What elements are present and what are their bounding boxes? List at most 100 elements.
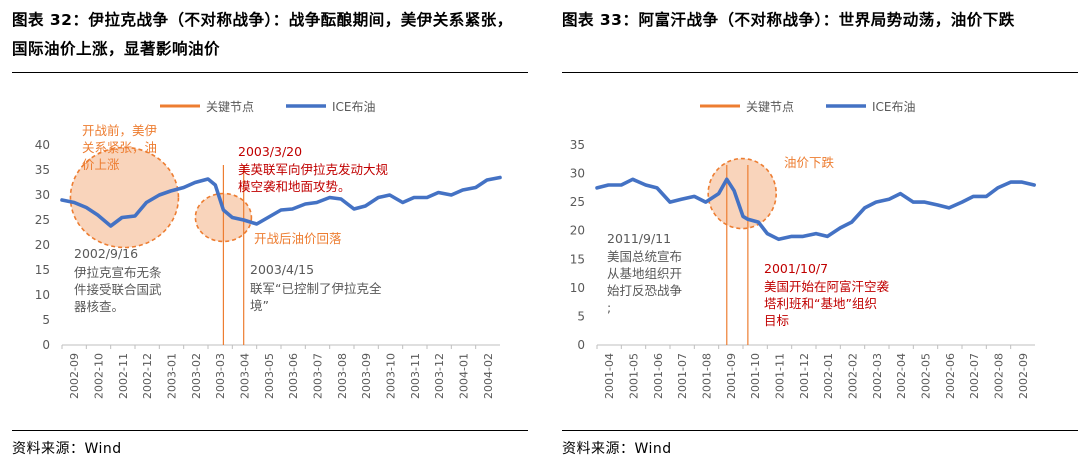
oil-price-point-2 [607, 184, 610, 186]
x-tick-2004-01: 2004-01 [458, 353, 471, 399]
annotation-after-war-line-1: 开战后油价回落 [254, 231, 342, 246]
oil-price-point-16 [231, 216, 234, 219]
oil-price-point-14 [742, 215, 744, 218]
oil-price-point-5 [109, 225, 112, 227]
x-tick-2003-10: 2003-10 [385, 353, 398, 399]
x-tick-2001-12: 2001-12 [798, 353, 811, 399]
oil-price-point-23 [839, 227, 842, 229]
oil-price-point-9 [693, 195, 696, 198]
x-tick-2003-05: 2003-05 [263, 353, 276, 399]
x-tick-2003-09: 2003-09 [360, 353, 373, 399]
x-tick-2002-05: 2002-05 [920, 353, 933, 399]
y-tick-25: 25 [570, 195, 585, 209]
annotation-event3-text-line-1: 联军“已控制了伊拉克全 [250, 281, 382, 296]
oil-price-point-37 [486, 179, 488, 181]
oil-price-point-6 [656, 187, 658, 189]
oil-price-point-21 [291, 208, 294, 210]
oil-price-point-24 [850, 221, 853, 223]
right-chart: 关键节点 ICE布油 0 5 10 15 20 25 30 35 2001-04 2001-05 200… [570, 100, 1037, 399]
oil-price-point-22 [826, 235, 829, 238]
oil-price-point-39 [1033, 184, 1035, 186]
x-tick-2001-04: 2001-04 [603, 353, 616, 399]
oil-price-point-3 [85, 206, 88, 209]
left-source-rule [12, 430, 528, 431]
annotation-event2-text-line-3: 目标 [764, 313, 789, 328]
x-tick-2004-02: 2004-02 [482, 353, 495, 399]
right-chart-title: 图表 33：阿富汗战争（不对称战争）：世界局势动荡，油价下跌 [562, 11, 1015, 29]
oil-price-point-16 [757, 221, 760, 223]
annotation-event1-date-line-1: 2002/9/16 [74, 246, 138, 261]
oil-price-point-2 [73, 201, 75, 204]
y-tick-15: 15 [35, 263, 50, 277]
annotation-pre-war-line-1: 开战前，美伊 [82, 123, 157, 138]
oil-price-point-24 [328, 196, 331, 199]
y-tick-35: 35 [570, 138, 585, 152]
oil-price-point-6 [121, 216, 123, 219]
oil-price-point-3 [620, 184, 623, 186]
x-tick-2002-09: 2002-09 [68, 353, 81, 399]
oil-price-point-29 [912, 201, 915, 203]
oil-price-point-26 [875, 201, 877, 203]
annotation-event1-text-line-3: 始打反恐战争 [607, 283, 682, 298]
oil-price-point-7 [669, 201, 671, 203]
oil-price-point-21 [815, 232, 817, 235]
y-tick-5: 5 [42, 313, 50, 327]
oil-price-point-15 [747, 218, 749, 221]
x-tick-2003-07: 2003-07 [312, 353, 325, 399]
left-title-rule [12, 72, 528, 73]
annotation-event2-text-line-1: 美英联军向伊拉克发动大规 [238, 162, 388, 177]
y-tick-0: 0 [42, 338, 50, 352]
oil-price-point-38 [1021, 181, 1023, 183]
x-tick-2002-01: 2002-01 [822, 353, 835, 399]
x-tick-2002-03: 2002-03 [871, 353, 884, 399]
annotation-event3-text-line-2: 境” [250, 298, 269, 313]
oil-price-point-1 [61, 199, 63, 201]
x-tick-2002-08: 2002-08 [993, 353, 1006, 399]
oil-price-point-14 [214, 184, 217, 186]
y-tick-40: 40 [35, 138, 50, 152]
oil-price-point-12 [194, 181, 196, 184]
y-tick-30: 30 [570, 167, 585, 181]
legend-oil-label: ICE布油 [872, 100, 916, 114]
oil-price-point-30 [923, 201, 926, 203]
oil-price-point-31 [936, 204, 939, 206]
x-tick-2002-07: 2002-07 [968, 353, 981, 399]
oil-price-point-18 [255, 223, 258, 225]
left-panel: 图表 32：伊拉克战争（不对称战争）：战争酝酿期间，美伊关系紧张，国际油价上涨，… [0, 0, 530, 464]
oil-price-point-30 [401, 201, 404, 204]
oil-price-point-27 [364, 205, 367, 207]
annotation-event3-date-line-1: 2003/4/15 [250, 262, 314, 277]
annotation-event1-text-line-3: 器核查。 [74, 299, 124, 314]
annotation-event2-date-line-1: 2001/10/7 [764, 261, 828, 276]
oil-price-point-11 [717, 192, 720, 195]
legend-key-node-label: 关键节点 [746, 100, 794, 114]
oil-price-point-29 [388, 194, 391, 196]
annotation-event2-text-line-2: 模空袭和地面攻势。 [238, 179, 351, 194]
oil-price-point-4 [631, 178, 634, 181]
oil-price-point-8 [680, 198, 683, 201]
y-tick-20: 20 [35, 238, 50, 252]
x-tick-2001-06: 2001-06 [652, 353, 665, 399]
x-tick-2002-04: 2002-04 [895, 353, 908, 399]
oil-price-point-17 [242, 219, 245, 221]
oil-price-point-9 [158, 194, 161, 196]
annotation-pre-war-line-2: 关系紧张，油 [82, 140, 157, 155]
oil-price-point-7 [134, 215, 136, 217]
highlight-circle-1 [707, 157, 777, 230]
annotation-event2-date-line-1: 2003/3/20 [238, 144, 302, 159]
annotation-event2-text-line-2: 塔利班和“基地”组织 [764, 296, 877, 311]
oil-price-series [60, 175, 502, 228]
annotation-event1-date-line-1: 2011/9/11 [607, 231, 671, 246]
right-panel: 图表 33：阿富汗战争（不对称战争）：世界局势动荡，油价下跌 关键节点 ICE布油… [550, 0, 1080, 464]
oil-price-point-27 [888, 198, 890, 201]
oil-price-point-10 [169, 190, 172, 192]
annotation-event2-text-line-1: 美国开始在阿富汗空袭 [764, 279, 890, 294]
x-tick-2001-09: 2001-09 [725, 353, 738, 399]
x-tick-2001-07: 2001-07 [676, 353, 689, 399]
x-tick-2003-06: 2003-06 [287, 353, 300, 399]
oil-price-point-19 [267, 216, 269, 219]
right-source: 资料来源：Wind [562, 441, 672, 457]
oil-price-point-38 [499, 176, 501, 179]
oil-price-point-12 [726, 178, 728, 181]
x-tick-2002-10: 2002-10 [93, 353, 106, 399]
